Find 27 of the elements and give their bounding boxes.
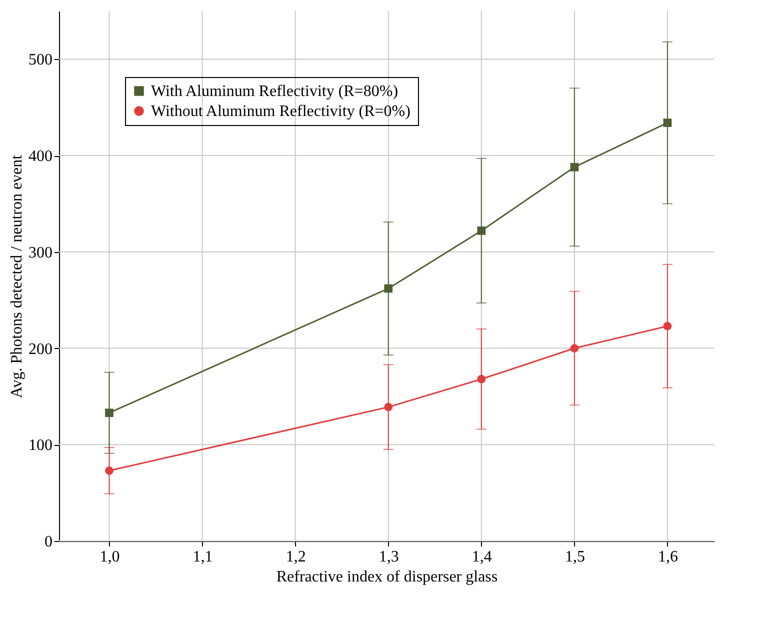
x-tick-label: 1,3 [378, 548, 399, 566]
legend-label: Without Aluminum Reflectivity (R=0%) [151, 103, 410, 120]
x-tick-label: 1,5 [564, 548, 585, 566]
y-tick-label: 500 [28, 52, 52, 69]
point [105, 408, 114, 418]
y-tick-label: 400 [28, 148, 52, 166]
point [663, 118, 672, 127]
legend-label: With Aluminum Reflectivity (R=80%) [151, 83, 398, 100]
x-tick-label: 1,0 [100, 548, 120, 566]
x-axis-title: Refractive index of disperser glass [276, 568, 498, 586]
point [477, 374, 486, 384]
x-tick-label: 1,6 [658, 548, 678, 566]
point [384, 284, 393, 293]
point [663, 322, 672, 330]
x-tick-label: 1,2 [286, 548, 306, 566]
y-axis-title: Avg. Photons detected / neutron event [8, 154, 26, 398]
point [384, 402, 393, 412]
y-tick-label: 100 [28, 437, 52, 454]
point [570, 162, 579, 172]
y-tick-label: 300 [28, 244, 52, 262]
point [105, 466, 114, 475]
point [477, 226, 486, 235]
y-tick-label: 200 [28, 340, 52, 358]
y-tick-label: 0 [44, 534, 52, 550]
x-tick-label: 1,1 [192, 548, 213, 566]
point [570, 344, 579, 352]
x-tick-label: 1,4 [472, 548, 492, 566]
